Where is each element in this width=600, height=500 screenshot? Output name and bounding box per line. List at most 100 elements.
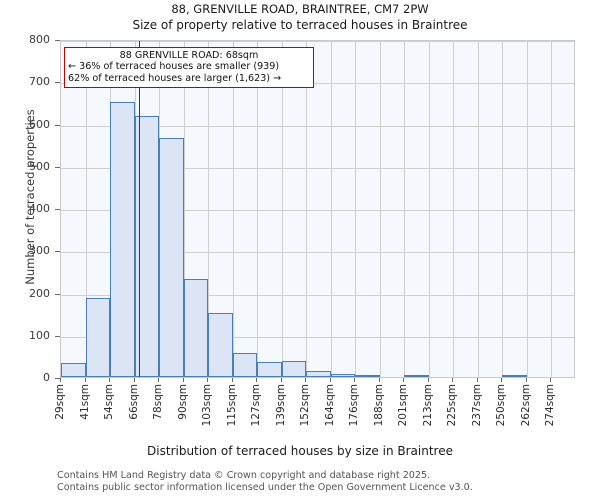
gridline-vertical: [232, 41, 234, 377]
x-tick-label: 78sqm: [152, 384, 165, 420]
bar-series: [61, 41, 574, 377]
gridline-vertical: [526, 41, 528, 377]
annotation-line-3: 62% of terraced houses are larger (1,623…: [68, 72, 282, 84]
bar-54sqm: [110, 101, 135, 377]
x-tick-label: 274sqm: [544, 384, 557, 427]
x-tick-mark: [207, 378, 209, 382]
x-tick-mark: [133, 378, 135, 382]
gridline-vertical: [257, 41, 259, 377]
y-tick-label: 800: [29, 33, 50, 46]
x-tick-label: 115sqm: [225, 384, 238, 427]
x-tick-label: 54sqm: [103, 384, 116, 420]
footer-attribution: Contains HM Land Registry data © Crown c…: [57, 470, 577, 493]
gridline-vertical: [404, 41, 406, 377]
x-axis-title: Distribution of terraced houses by size …: [147, 444, 453, 458]
y-tick-mark: [55, 378, 60, 379]
x-tick-label: 152sqm: [299, 384, 312, 427]
y-tick-mark: [55, 209, 60, 210]
gridline-vertical: [330, 41, 332, 377]
bar-250sqm: [502, 375, 527, 377]
bar-176sqm: [355, 375, 380, 377]
bar-103sqm: [208, 312, 233, 377]
bar-115sqm: [232, 352, 258, 377]
bar-29sqm: [61, 363, 86, 377]
bar-78sqm: [159, 137, 184, 377]
page-title: 88, GRENVILLE ROAD, BRAINTREE, CM7 2PW S…: [0, 2, 600, 33]
x-tick-label: 237sqm: [470, 384, 483, 427]
y-tick-label: 100: [29, 328, 50, 342]
x-tick-mark: [109, 378, 111, 382]
y-tick-label: 0: [43, 371, 50, 384]
x-tick-mark: [378, 378, 380, 382]
gridline-vertical: [183, 41, 185, 377]
annotation-box: 88 GRENVILLE ROAD: 68sqm ← 36% of terrac…: [64, 47, 314, 89]
y-tick-label: 500: [29, 159, 50, 173]
x-tick-label: 213sqm: [421, 384, 434, 427]
y-tick-mark: [55, 82, 60, 84]
x-tick-label: 201sqm: [397, 384, 410, 427]
x-tick-mark: [452, 378, 454, 382]
y-tick-label: 600: [29, 117, 50, 131]
gridline-vertical: [208, 41, 210, 377]
bar-139sqm: [281, 361, 307, 377]
bar-164sqm: [330, 374, 356, 377]
y-tick-label: 400: [29, 202, 50, 215]
x-tick-mark: [305, 378, 307, 382]
gridline-vertical: [428, 41, 430, 377]
bar-41sqm: [85, 297, 111, 377]
gridline-horizontal: [61, 210, 574, 211]
gridline-horizontal: [61, 83, 574, 85]
x-tick-label: 90sqm: [176, 384, 189, 420]
gridline-vertical: [453, 41, 455, 377]
x-tick-mark: [256, 378, 258, 382]
footer-line-1: Contains HM Land Registry data © Crown c…: [57, 470, 431, 481]
x-tick-label: 225sqm: [446, 384, 459, 427]
bar-66sqm: [134, 116, 160, 377]
plot-area: [60, 40, 575, 378]
annotation-line-2: ← 36% of terraced houses are smaller (93…: [68, 61, 280, 73]
x-tick-label: 188sqm: [372, 384, 385, 427]
gridline-vertical: [355, 41, 357, 377]
gridline-horizontal: [61, 252, 574, 254]
x-tick-mark: [182, 378, 184, 382]
x-tick-label: 262sqm: [519, 384, 532, 427]
gridline-vertical: [85, 41, 87, 377]
gridline-horizontal: [61, 167, 574, 169]
x-tick-mark: [550, 378, 552, 382]
title-line-1: 88, GRENVILLE ROAD, BRAINTREE, CM7 2PW: [171, 2, 429, 16]
gridline-horizontal: [61, 294, 574, 296]
x-tick-mark: [329, 378, 331, 382]
x-tick-label: 103sqm: [201, 384, 214, 427]
x-tick-label: 127sqm: [250, 384, 263, 427]
x-tick-mark: [84, 378, 86, 382]
bar-152sqm: [306, 370, 331, 377]
gridline-vertical: [502, 41, 504, 377]
y-tick-label: 700: [29, 75, 50, 89]
x-tick-mark: [280, 378, 282, 382]
footer-line-2: Contains public sector information licen…: [57, 481, 473, 493]
x-tick-label: 66sqm: [127, 384, 140, 420]
x-tick-mark: [158, 378, 160, 382]
x-tick-mark: [354, 378, 356, 382]
title-line-2: Size of property relative to terraced ho…: [132, 18, 468, 32]
x-tick-mark: [427, 378, 429, 382]
bar-127sqm: [257, 361, 282, 377]
gridline-horizontal: [61, 125, 574, 127]
bar-201sqm: [404, 375, 429, 377]
annotation-line-1: 88 GRENVILLE ROAD: 68sqm: [119, 50, 259, 61]
y-tick-mark: [55, 335, 60, 337]
y-tick-label: 300: [29, 244, 50, 258]
gridline-vertical: [281, 41, 283, 377]
x-tick-mark: [501, 378, 503, 382]
y-tick-mark: [55, 293, 60, 295]
y-tick-mark: [55, 124, 60, 126]
y-tick-label: 200: [29, 286, 50, 300]
property-size-marker: [138, 41, 141, 377]
gridline-horizontal: [61, 41, 574, 42]
y-tick-mark: [55, 251, 60, 253]
x-tick-mark: [476, 378, 478, 382]
gridline-vertical: [551, 41, 553, 377]
gridline-horizontal: [61, 336, 574, 338]
gridline-vertical: [306, 41, 308, 377]
